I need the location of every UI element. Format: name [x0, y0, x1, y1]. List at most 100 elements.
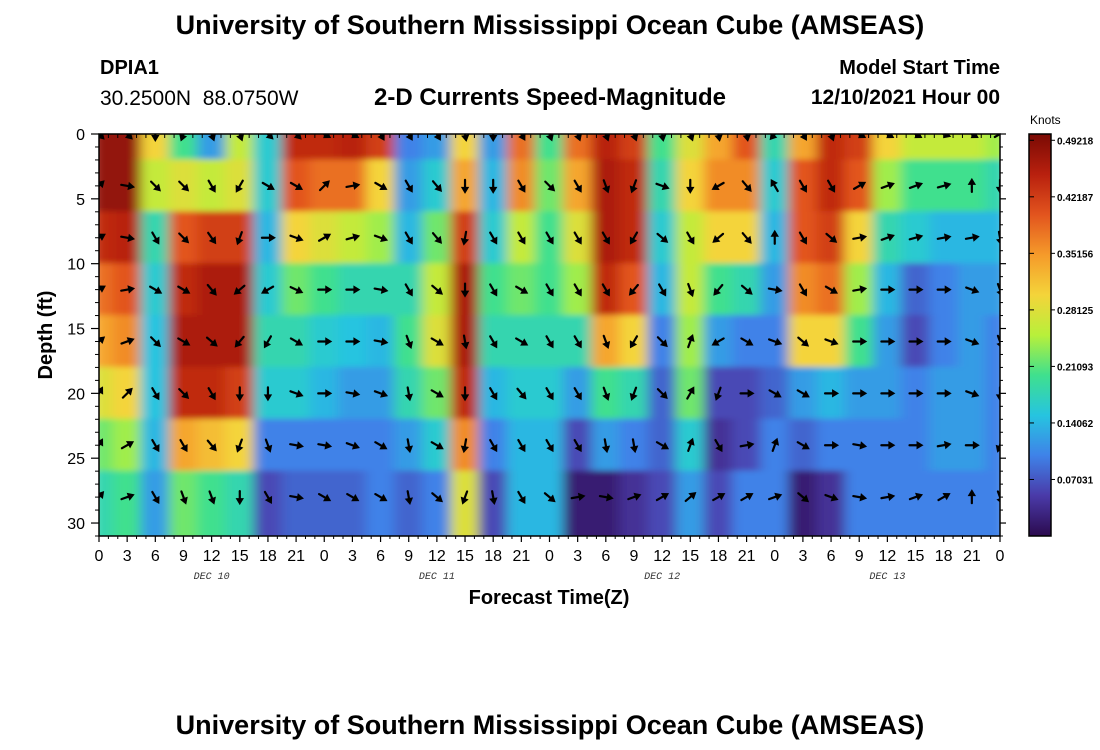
current-arrow	[206, 439, 217, 452]
x-tick-label: 18	[935, 548, 953, 565]
heatmap-cell	[985, 315, 1000, 368]
colorbar-unit: Knots	[1030, 113, 1061, 127]
current-arrow	[99, 134, 105, 140]
current-arrow	[489, 283, 498, 297]
current-arrow	[908, 181, 924, 190]
current-arrow	[658, 283, 667, 297]
current-arrow	[824, 337, 839, 346]
current-arrow	[686, 282, 695, 298]
current-arrow	[207, 231, 217, 245]
current-arrow	[967, 177, 977, 193]
current-arrow	[489, 438, 498, 453]
current-arrow	[967, 489, 977, 505]
y-tick-label: 0	[76, 127, 85, 144]
current-arrow	[405, 334, 414, 350]
current-arrow	[823, 389, 840, 398]
x-tick-label: 6	[376, 548, 385, 565]
heatmap-cell	[478, 470, 508, 536]
current-arrow	[824, 493, 839, 502]
current-arrow	[460, 282, 470, 298]
current-arrow	[908, 233, 924, 242]
current-arrow	[404, 490, 414, 505]
current-arrow	[317, 337, 333, 346]
current-arrow	[825, 232, 838, 243]
current-arrow	[771, 437, 780, 452]
current-arrow	[489, 490, 498, 505]
current-arrow	[908, 441, 924, 450]
heatmap-cell	[112, 470, 142, 536]
current-arrow	[517, 231, 526, 245]
colorbar-tick-label: 0.49218	[1057, 136, 1094, 147]
current-arrow	[289, 234, 304, 243]
current-arrow	[739, 389, 755, 398]
current-arrow	[261, 181, 275, 191]
current-arrow	[936, 181, 952, 190]
heatmap-cell	[309, 470, 339, 536]
current-arrow	[345, 233, 361, 242]
heatmap-cell	[929, 470, 959, 536]
heatmap-cell	[985, 263, 1000, 317]
x-tick-label: 0	[320, 548, 329, 565]
current-arrow	[714, 438, 723, 453]
y-tick-label: 20	[67, 386, 85, 403]
current-arrow	[739, 440, 755, 450]
y-tick-label: 15	[67, 322, 85, 339]
current-arrow	[517, 438, 526, 453]
current-arrow	[120, 181, 136, 191]
current-arrow	[345, 337, 361, 346]
current-arrow	[345, 389, 361, 398]
x-tick-label: 18	[710, 548, 728, 565]
current-arrow	[601, 283, 610, 297]
heatmap-cell	[253, 470, 283, 536]
heatmap-cell	[703, 470, 734, 536]
current-arrow	[937, 492, 951, 502]
current-arrow	[99, 233, 106, 242]
current-arrow	[121, 387, 133, 399]
station-id: DPIA1	[100, 57, 159, 79]
heatmap-cell	[985, 418, 1000, 472]
heatmap-cell	[337, 470, 367, 536]
current-arrow	[431, 492, 444, 503]
current-arrow	[373, 285, 389, 294]
current-arrow	[120, 233, 136, 243]
heatmap-cell	[900, 134, 931, 161]
heatmap-cell	[99, 418, 114, 472]
current-arrow	[712, 492, 726, 502]
x-tick-label: 9	[179, 548, 188, 565]
current-arrow	[570, 492, 586, 502]
y-tick-label: 25	[67, 451, 85, 468]
heatmap-cell	[506, 470, 536, 536]
heatmap-cell	[99, 263, 114, 317]
day-label: DEC 12	[644, 572, 680, 583]
heatmap-cell	[985, 470, 1000, 536]
current-arrow	[235, 179, 244, 193]
current-arrow	[936, 440, 952, 450]
current-arrow	[430, 389, 444, 398]
heatmap-cell	[99, 470, 114, 536]
current-arrow	[318, 180, 330, 192]
heatmap-cell	[985, 159, 1000, 213]
x-tick-label: 12	[653, 548, 671, 565]
day-label: DEC 11	[419, 572, 455, 583]
current-arrow	[826, 179, 836, 193]
current-arrow	[149, 180, 161, 192]
current-arrow	[768, 337, 783, 346]
heatmap-cell	[957, 470, 987, 536]
current-arrow	[207, 387, 216, 401]
day-label: DEC 13	[869, 572, 905, 583]
current-arrow	[431, 180, 443, 192]
current-arrow	[852, 285, 868, 294]
heatmap-cell	[450, 470, 480, 536]
current-arrow	[263, 335, 273, 349]
current-arrow	[629, 231, 639, 245]
current-arrow	[151, 231, 160, 245]
current-arrow	[430, 441, 444, 450]
current-arrow	[656, 336, 668, 348]
current-arrow	[573, 335, 582, 349]
x-tick-label: 0	[545, 548, 554, 565]
current-arrow	[741, 180, 752, 192]
current-arrow	[627, 492, 642, 501]
heatmap-cell	[534, 470, 565, 536]
current-arrow	[797, 492, 810, 503]
current-arrow	[880, 441, 896, 450]
